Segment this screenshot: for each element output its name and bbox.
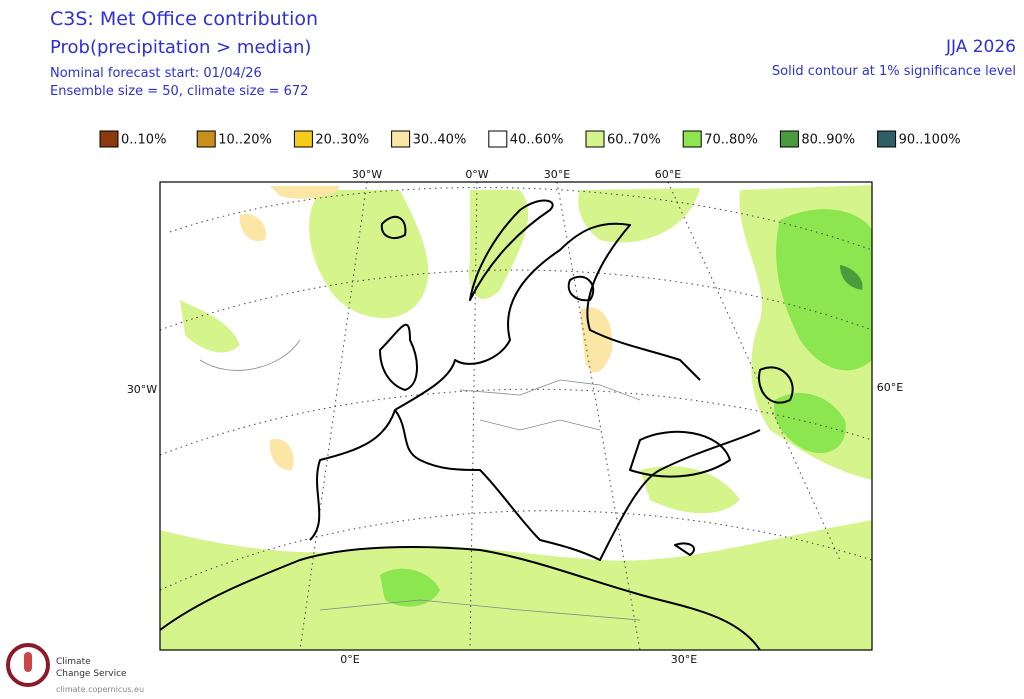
graticule-label: 60°E [877,381,903,394]
legend-label: 80..90% [801,133,855,148]
logo-ring [6,643,50,687]
graticule-label: 0°E [340,653,359,666]
graticule-label: 0°W [465,168,488,181]
legend-label: 10..20% [218,133,272,148]
legend-swatch [585,130,605,148]
legend-label: 60..70% [607,133,661,148]
logo-line1: Climate [56,657,91,667]
graticule-label: 60°E [655,168,681,181]
ensemble: Ensemble size = 50, climate size = 672 [50,84,308,99]
logo-line2: Change Service [56,669,127,679]
season: JJA 2026 [945,37,1016,57]
title: C3S: Met Office contribution [50,8,318,30]
map [160,182,872,650]
note: Solid contour at 1% significance level [772,64,1016,79]
legend-label: 30..40% [413,133,467,148]
subtitle: Prob(precipitation > median) [50,37,311,58]
graticule-label: 30°W [352,168,382,181]
logo-url: climate.copernicus.eu [56,685,144,694]
legend-swatch [877,130,897,148]
legend-swatch [682,130,702,148]
legend-swatch [293,130,313,148]
graticule-label: 30°W [127,383,157,396]
legend-label: 0..10% [121,133,166,148]
graticule-label: 30°E [544,168,570,181]
legend-swatch [488,130,508,148]
legend-label: 40..60% [510,133,564,148]
graticule-label: 30°E [671,653,697,666]
forecast-start: Nominal forecast start: 01/04/26 [50,66,262,81]
legend-label: 20..30% [315,133,369,148]
legend-swatch [99,130,119,148]
legend-swatch [779,130,799,148]
map-frame [159,181,873,651]
legend-swatch [391,130,411,148]
legend-label: 70..80% [704,133,758,148]
legend-swatch [196,130,216,148]
legend-label: 90..100% [899,133,961,148]
logo-icon [24,652,32,672]
